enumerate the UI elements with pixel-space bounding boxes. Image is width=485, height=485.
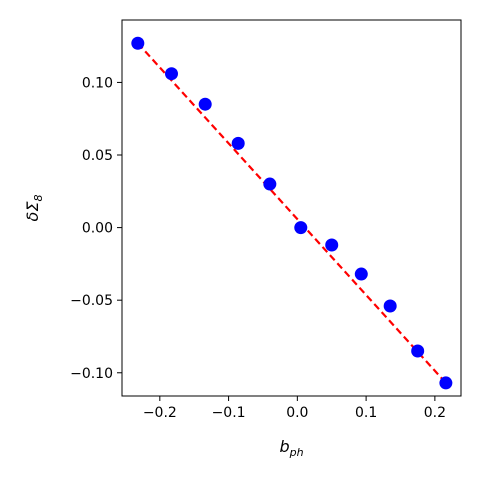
data-point (411, 344, 425, 358)
data-point (325, 238, 339, 252)
x-tick-label: −0.2 (143, 405, 177, 421)
data-point (294, 221, 308, 235)
x-tick-label: −0.1 (212, 405, 246, 421)
x-axis-label-subscript: ph (289, 446, 304, 459)
x-tick-label: 0.0 (286, 405, 308, 421)
y-axis-label-base: δΣ (23, 201, 42, 222)
y-axis-ticks: −0.10 −0.05 0.00 0.05 0.10 (70, 75, 122, 382)
y-axis-label: δΣ8 (23, 195, 45, 222)
data-point (263, 177, 277, 191)
data-point (131, 36, 145, 50)
plot-frame (121, 19, 462, 397)
x-axis-ticks: −0.2 −0.1 0.0 0.1 0.2 (143, 396, 446, 421)
y-axis-label-subscript: 8 (32, 195, 45, 202)
y-tick-label: −0.05 (70, 293, 113, 309)
x-axis-label-base: b (279, 437, 289, 456)
plot-content (131, 36, 453, 390)
x-tick-label: 0.2 (424, 405, 446, 421)
y-tick-label: 0.10 (82, 75, 113, 91)
x-tick-label: 0.1 (355, 405, 377, 421)
y-tick-label: 0.05 (82, 148, 113, 164)
data-point (383, 299, 397, 313)
data-point (198, 97, 212, 111)
data-point (165, 67, 179, 81)
x-axis-label: bph (279, 437, 303, 459)
y-tick-label: −0.10 (70, 366, 113, 382)
data-point (354, 267, 368, 281)
y-tick-label: 0.00 (82, 221, 113, 237)
data-point (439, 376, 453, 390)
data-point (231, 136, 245, 150)
